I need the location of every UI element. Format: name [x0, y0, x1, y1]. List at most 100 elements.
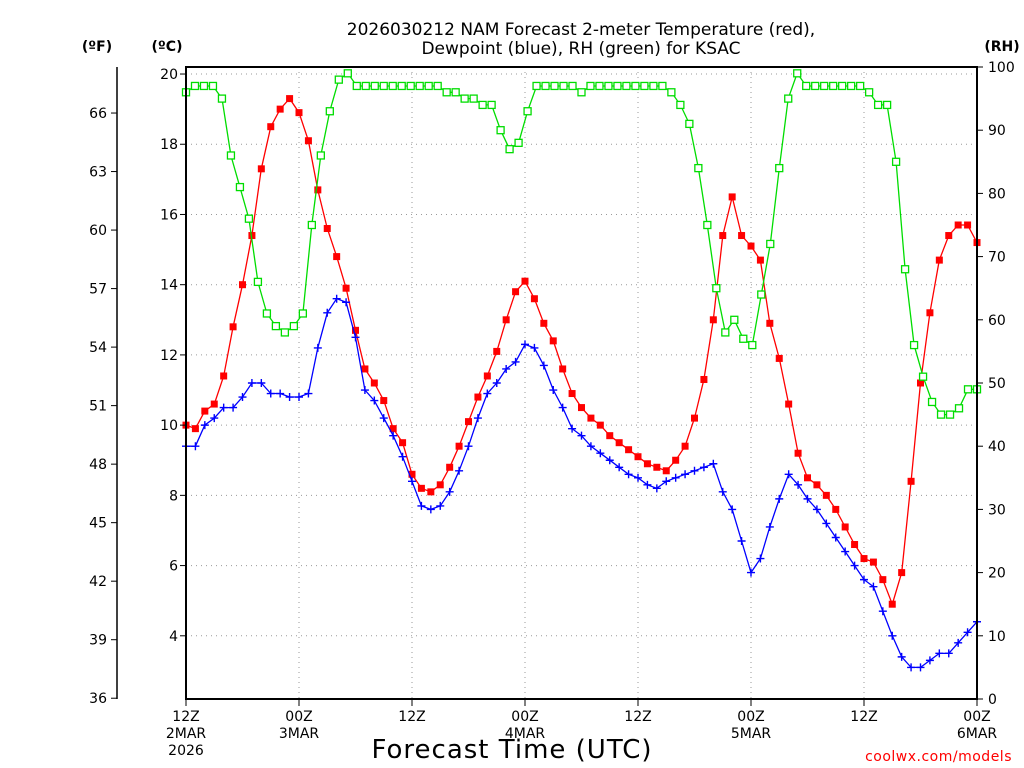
temperature-point — [935, 256, 943, 264]
temperature-point — [578, 404, 585, 412]
rh-point — [262, 309, 272, 318]
rh-point — [208, 81, 218, 91]
rh-series — [181, 69, 982, 419]
dewpoint-point — [831, 533, 840, 542]
temperature-point — [427, 488, 435, 496]
temperature-point — [785, 400, 793, 408]
temperature-point — [493, 347, 501, 355]
rh-point — [316, 151, 325, 160]
rh-point — [882, 100, 892, 110]
dewpoint-point — [869, 582, 878, 591]
temperature-point — [709, 316, 717, 324]
rh-point — [891, 157, 901, 166]
temperature-point — [304, 137, 312, 145]
temperature-point — [719, 232, 727, 240]
temperature-point — [568, 390, 576, 398]
x-tick-label: 00Z — [963, 709, 990, 725]
temperature-point — [502, 316, 510, 324]
dewpoint-point — [916, 663, 925, 672]
dewpoint-point — [775, 494, 784, 503]
fahrenheit-tick-label: 57 — [89, 282, 107, 298]
temperature-point — [691, 414, 698, 422]
rh-point — [541, 81, 550, 91]
temperature-point — [276, 105, 284, 113]
dewpoint-point — [888, 631, 897, 640]
temperature-point — [446, 463, 454, 471]
rh-point — [775, 163, 784, 173]
rh-point — [757, 290, 766, 299]
rh-point — [298, 309, 308, 318]
dewpoint-point — [577, 431, 586, 440]
temperature-point — [634, 453, 642, 461]
rh-point — [838, 81, 847, 91]
temperature-point — [380, 397, 388, 405]
dewpoint-point — [247, 379, 256, 387]
rh-point — [685, 119, 694, 129]
rh-point — [586, 81, 595, 91]
dewpoint-point — [332, 294, 341, 303]
rh-point — [235, 182, 245, 192]
temperature-point — [794, 449, 802, 457]
dewpoint-point — [963, 628, 972, 637]
rh-point — [936, 410, 946, 419]
rh-tick-label: 100 — [988, 60, 1015, 76]
dewpoint-point — [304, 389, 313, 398]
temperature-point — [945, 232, 953, 240]
rh-point — [496, 126, 505, 135]
temperature-point — [455, 442, 463, 450]
rh-point — [622, 81, 631, 91]
temperature-point — [869, 558, 877, 566]
celsius-unit-label: (ºC) — [152, 39, 183, 55]
rh-point — [469, 94, 478, 103]
dewpoint-point — [360, 386, 369, 395]
rh-tick-label: 90 — [988, 123, 1006, 139]
temperature-point — [625, 446, 633, 454]
rh-point — [927, 397, 937, 407]
temperature-point — [342, 284, 350, 292]
dewpoint-point — [408, 477, 416, 486]
dewpoint-point — [257, 379, 266, 387]
dewpoint-point — [568, 424, 577, 433]
fahrenheit-tick-label: 36 — [89, 691, 107, 707]
rh-point — [676, 100, 685, 110]
temperature-point — [540, 319, 548, 327]
rh-point — [343, 69, 352, 78]
celsius-tick-label: 6 — [169, 559, 178, 575]
temperature-point — [813, 481, 821, 489]
temperature-point — [747, 242, 755, 250]
rh-point — [766, 239, 775, 249]
rh-point — [640, 81, 649, 91]
celsius-tick-label: 12 — [160, 348, 178, 364]
celsius-tick-label: 18 — [160, 137, 178, 153]
dewpoint-line — [186, 297, 978, 669]
temperature-point — [229, 323, 237, 331]
rh-point — [820, 81, 829, 91]
temperature-point — [653, 463, 661, 471]
rh-point — [226, 151, 236, 160]
fahrenheit-unit-label: (ºF) — [82, 39, 112, 55]
dewpoint-point — [502, 364, 511, 373]
rh-point — [559, 81, 568, 91]
temperature-point — [352, 326, 359, 334]
temperature-point — [917, 379, 924, 387]
celsius-tick-label: 8 — [169, 488, 178, 504]
temperature-point — [370, 379, 378, 387]
rh-point — [658, 81, 667, 91]
dewpoint-point — [662, 477, 671, 486]
temperature-point — [191, 425, 199, 433]
temperature-point — [474, 393, 482, 401]
rh-point — [334, 75, 343, 84]
rh-point — [307, 220, 316, 230]
celsius-tick-label: 14 — [160, 278, 178, 294]
temperature-point — [408, 470, 416, 478]
temperature-line — [185, 97, 978, 607]
temperature-point — [483, 372, 491, 380]
temperature-point — [587, 414, 595, 422]
dewpoint-point — [417, 501, 426, 510]
dewpoint-point — [379, 414, 388, 423]
dewpoint-point — [200, 421, 209, 430]
rh-point — [217, 94, 227, 103]
dewpoint-point — [794, 480, 803, 489]
rh-point — [424, 81, 433, 91]
